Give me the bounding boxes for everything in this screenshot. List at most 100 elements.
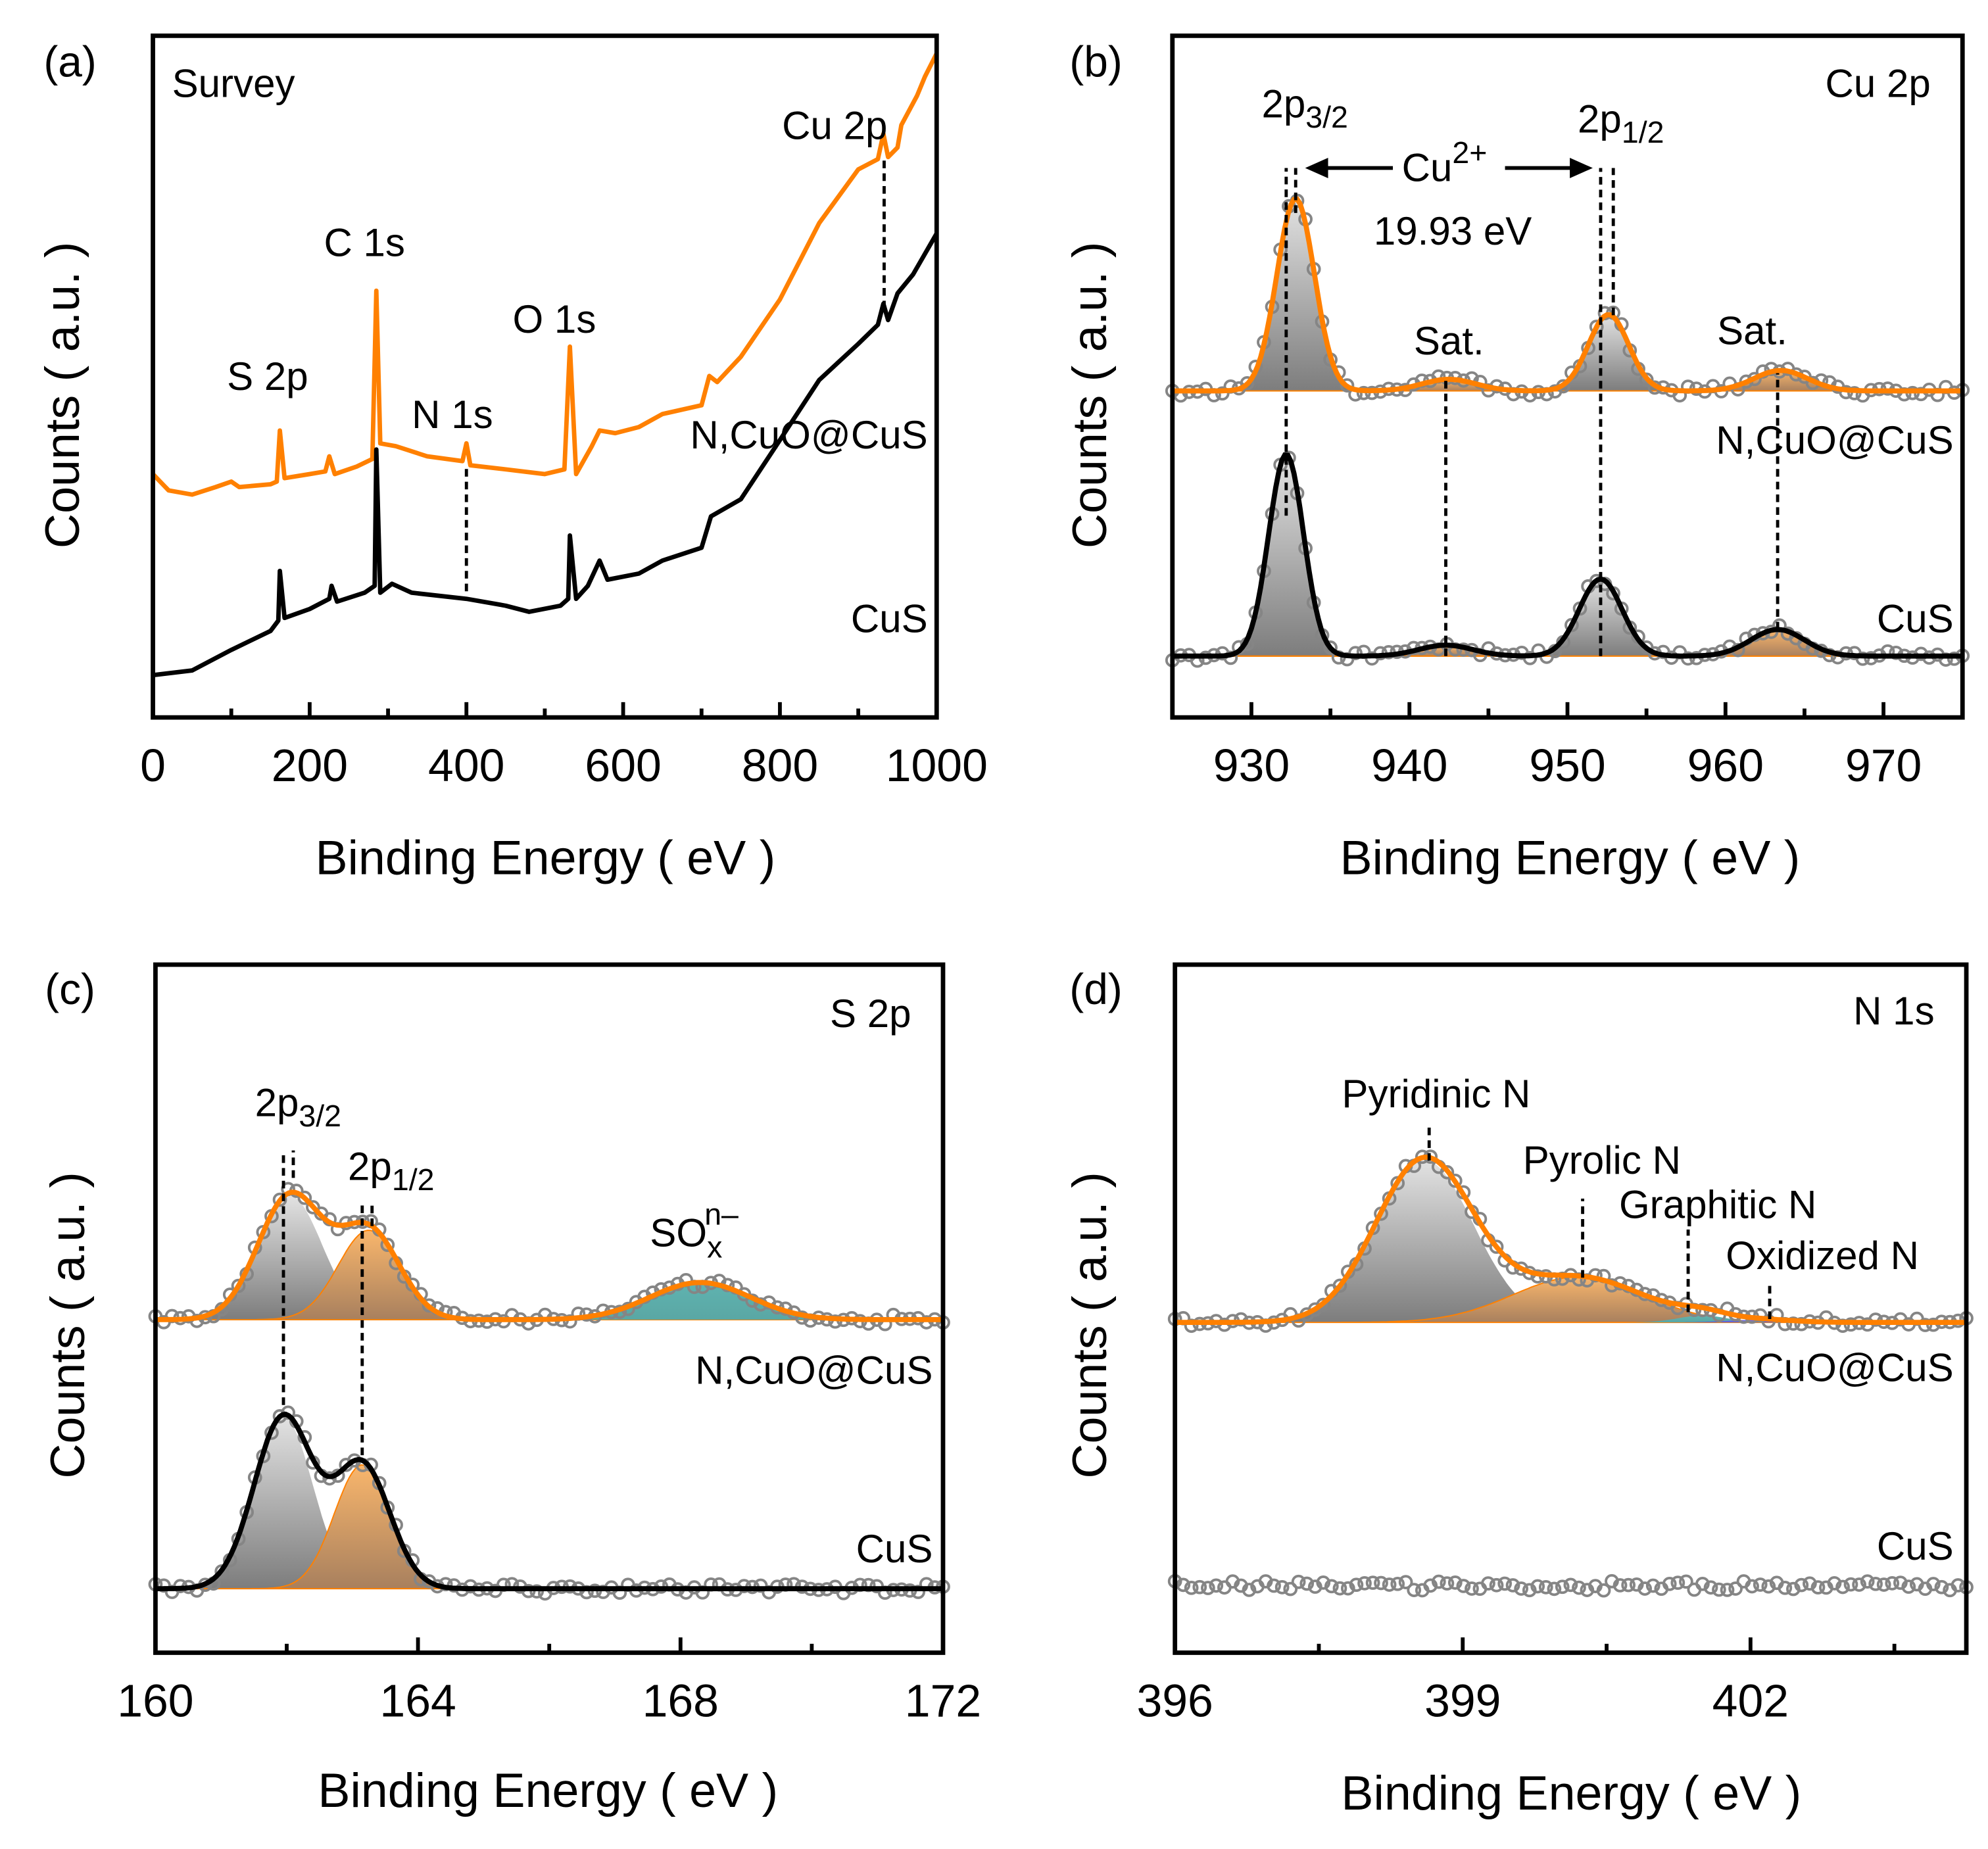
data-point: [1835, 1579, 1850, 1595]
y-axis-title: Counts ( a.u. ): [1062, 242, 1117, 548]
data-point: [1934, 1579, 1949, 1595]
fit-component-gray: [1172, 199, 1963, 391]
data-point: [1728, 1581, 1743, 1596]
fit-component-gray: [155, 1416, 943, 1589]
data-point: [1447, 1575, 1463, 1590]
data-point: [1778, 1580, 1793, 1595]
data-point: [1745, 1579, 1759, 1594]
series-label-cus: CuS: [856, 1527, 933, 1571]
series-label-ncuo-cus: N,CuO@CuS: [695, 1349, 933, 1393]
data-point: [1407, 1583, 1422, 1597]
data-point: [1889, 646, 1903, 660]
data-point: [1810, 1580, 1826, 1595]
y-axis-title: Counts ( a.u. ): [40, 1172, 95, 1478]
data-point: [1209, 1578, 1224, 1593]
x-tick-label: 970: [1845, 740, 1922, 791]
data-point: [1926, 1577, 1941, 1591]
data-point: [529, 1584, 545, 1599]
x-tick-label: 396: [1136, 1675, 1213, 1726]
x-axis-title: Binding Energy ( eV ): [318, 1763, 778, 1817]
data-point: [1447, 1173, 1463, 1188]
data-point: [828, 1314, 842, 1329]
annotation-2p32: 2p3/2: [1261, 82, 1347, 134]
data-point: [1637, 1581, 1652, 1596]
data-point: [562, 1314, 577, 1329]
data-point: [231, 1278, 246, 1293]
data-point: [1324, 1579, 1339, 1594]
x-tick-label: 200: [272, 740, 348, 791]
data-point: [1712, 1582, 1726, 1597]
series-label-ncuo-cus: N,CuO@CuS: [690, 413, 927, 457]
x-tick-label: 600: [585, 740, 661, 791]
data-point: [1670, 1575, 1685, 1590]
data-point: [1440, 1165, 1455, 1180]
chart-title: Survey: [172, 61, 295, 105]
annotation-cu2plus: Cu2+: [1402, 135, 1488, 189]
x-axis-title: Binding Energy ( eV ): [1340, 830, 1800, 884]
annotation-pyridinic-n: Pyridinic N: [1342, 1072, 1530, 1116]
data-point: [1868, 1576, 1883, 1591]
annotation-pyrolic-n: Pyrolic N: [1523, 1138, 1681, 1182]
peak-label-c1s: C 1s: [324, 221, 405, 265]
data-point: [1852, 1577, 1866, 1592]
data-point: [1786, 1581, 1801, 1597]
data-point: [1456, 1579, 1471, 1593]
annotation-2p32: 2p3/2: [255, 1081, 341, 1134]
data-point: [1564, 617, 1579, 633]
fit-component-gray: [1175, 1160, 1967, 1323]
data-point: [1522, 1583, 1537, 1598]
data-point: [1240, 375, 1255, 391]
data-point: [1365, 1575, 1380, 1590]
panel-label: (d): [1069, 965, 1123, 1013]
data-point: [1440, 1576, 1455, 1591]
data-point: [1893, 1575, 1908, 1590]
annotation-sat-1: Sat.: [1414, 319, 1484, 363]
peak-label-s2p: S 2p: [227, 354, 308, 398]
x-tick-label: 164: [379, 1675, 456, 1726]
data-point: [1951, 1578, 1966, 1593]
data-point: [1827, 1576, 1842, 1591]
data-point: [422, 1298, 437, 1313]
arrow-left-head-icon: [1305, 157, 1328, 178]
data-point: [1349, 1577, 1364, 1593]
data-point: [272, 1192, 287, 1207]
data-point: [214, 1564, 230, 1579]
data-point: [380, 1237, 395, 1253]
data-point: [1340, 378, 1355, 393]
data-point: [1843, 1577, 1858, 1592]
plot-frame: [1173, 962, 1969, 1655]
series-line: [151, 52, 939, 497]
x-tick-label: 1000: [886, 740, 988, 791]
data-point: [1481, 1576, 1495, 1591]
annotation-sat-2: Sat.: [1717, 308, 1787, 352]
chart-title: N 1s: [1853, 989, 1935, 1033]
data-point: [1645, 1578, 1661, 1593]
data-point: [1340, 1581, 1355, 1596]
data-point: [1323, 640, 1338, 655]
data-point: [1662, 1576, 1677, 1591]
data-point: [1855, 651, 1870, 666]
data-point: [1332, 1278, 1347, 1293]
data-point: [911, 1585, 926, 1599]
panel-b: (b) Cu 2p 2p3/2 2p1/2 Cu2+ 19.93 eV Sat.…: [1062, 37, 1954, 884]
data-point: [1176, 1577, 1191, 1593]
data-point: [1803, 1576, 1817, 1591]
fit-component-teal: [155, 1282, 943, 1320]
data-point: [1398, 1575, 1413, 1589]
data-point: [322, 1471, 337, 1486]
data-point: [1703, 1580, 1718, 1595]
panel-label: (c): [45, 965, 95, 1013]
annotation-oxidized-n: Oxidized N: [1726, 1234, 1919, 1278]
x-tick-label: 399: [1424, 1675, 1501, 1726]
data-point: [1505, 1578, 1520, 1593]
x-axis-title: Binding Energy ( eV ): [1341, 1765, 1801, 1820]
series-label-cus: CuS: [851, 596, 928, 640]
data-point: [1612, 1578, 1628, 1593]
fit-line: [155, 1411, 943, 1592]
annotation-2p12: 2p1/2: [1578, 97, 1664, 150]
data-point: [1489, 1239, 1504, 1254]
data-point: [1720, 1583, 1735, 1597]
x-axis-title: Binding Energy ( eV ): [315, 830, 775, 884]
annotation-sox: SOxn–: [650, 1197, 739, 1264]
fit-component-gray: [155, 1195, 943, 1320]
